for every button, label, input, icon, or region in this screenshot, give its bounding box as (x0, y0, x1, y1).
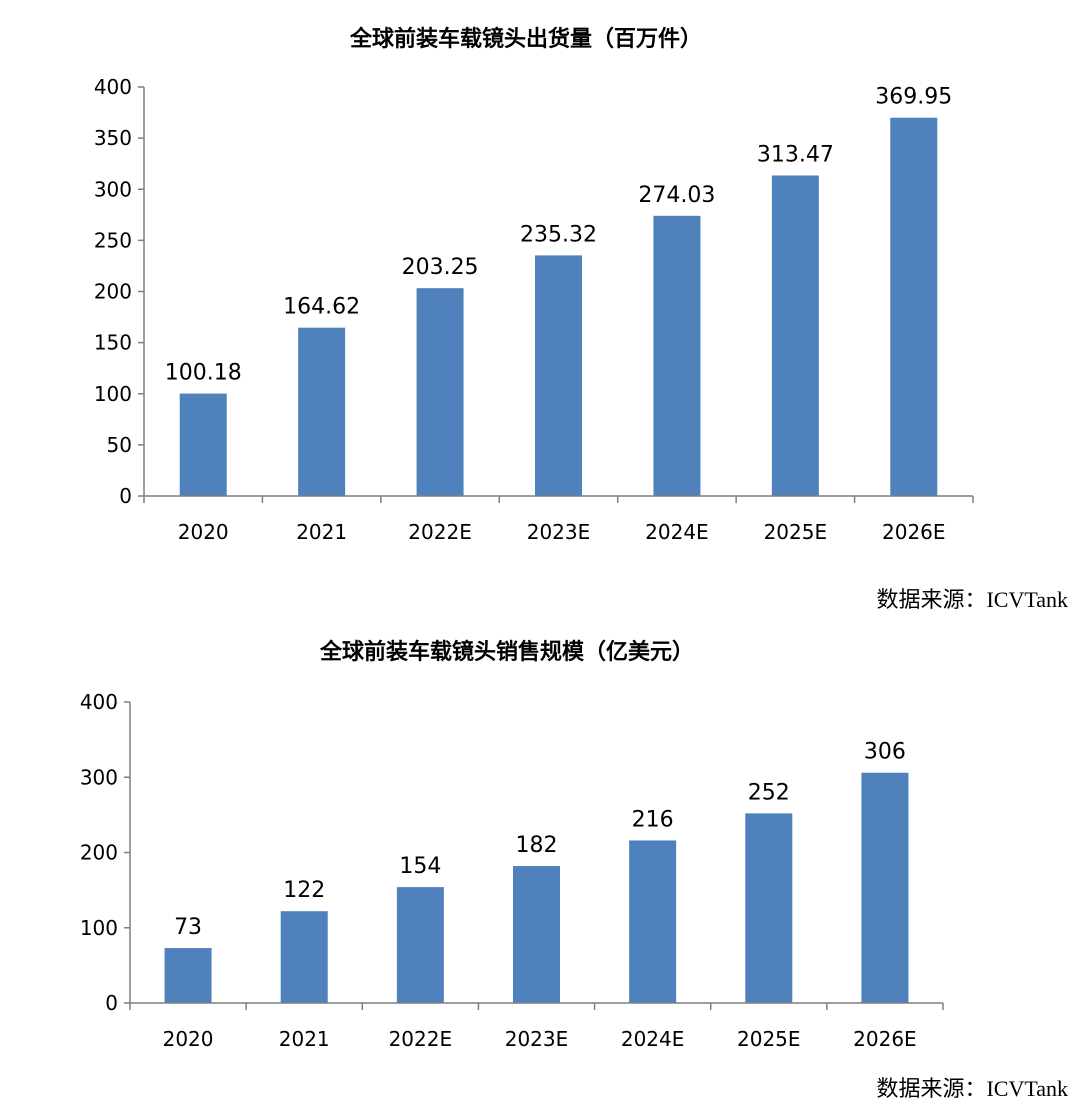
chart2-bar (396, 887, 444, 1003)
chart2-bar (745, 813, 793, 1003)
chart2-data-label: 154 (399, 854, 441, 879)
chart1-bar (179, 393, 227, 496)
chart2-bar (513, 866, 560, 1003)
chart2-x-tick-label: 2021 (279, 1027, 330, 1051)
chart2-y-tick-label: 200 (80, 841, 118, 865)
chart1-x-tick-label: 2024E (645, 520, 709, 544)
chart2-data-label: 122 (283, 878, 325, 903)
chart2-source: 数据来源：ICVTank (876, 1076, 1068, 1101)
chart1-bar (890, 117, 938, 496)
chart1-y-tick-label: 300 (94, 177, 132, 201)
chart2-data-label: 306 (864, 740, 906, 765)
chart1-title: 全球前装车载镜头出货量（百万件） (349, 26, 702, 52)
chart1-bar (771, 175, 819, 496)
chart1-y-tick-label: 400 (94, 75, 132, 99)
chart1-bar (298, 327, 346, 496)
chart1-x-tick-label: 2025E (764, 520, 828, 544)
chart2-x-tick-label: 2024E (621, 1027, 685, 1051)
chart2-bar (861, 772, 909, 1003)
chart1-x-tick-label: 2023E (527, 520, 591, 544)
chart1-y-tick-label: 0 (119, 484, 132, 508)
chart1-bar (535, 255, 582, 496)
chart2-bar (164, 948, 212, 1003)
chart1-plot: 100.18 164.62 203.25 235.32 274.03 313.47 369.… (94, 75, 974, 544)
chart2-x-tick-label: 2025E (737, 1027, 801, 1051)
chart1-bar (653, 215, 701, 496)
chart1-data-label: 235.32 (520, 222, 597, 247)
chart2-x-tick-label: 2023E (505, 1027, 569, 1051)
chart1-y-tick-label: 50 (107, 433, 132, 457)
chart1-data-label: 164.62 (283, 295, 360, 320)
chart1-x-tick-label: 2022E (408, 520, 472, 544)
chart2-x-tick-label: 2020 (163, 1027, 214, 1051)
chart1-x-tick-label: 2026E (882, 520, 946, 544)
chart1-data-label: 203.25 (402, 255, 479, 280)
chart1-bar (416, 288, 464, 496)
chart2-y-tick-label: 100 (80, 916, 118, 940)
chart1-y-tick-label: 350 (94, 126, 132, 150)
chart2-y-tick-label: 300 (80, 765, 118, 789)
chart2-bar (629, 840, 677, 1003)
chart1-y-tick-label: 200 (94, 280, 132, 304)
chart2-data-label: 252 (748, 780, 790, 805)
chart2-bar (280, 911, 328, 1003)
chart2-y-tick-label: 0 (105, 991, 118, 1015)
chart2-data-label: 73 (174, 915, 202, 940)
chart2-data-label: 216 (632, 807, 674, 832)
chart1-y-tick-label: 100 (94, 382, 132, 406)
chart2-x-tick-label: 2026E (853, 1027, 917, 1051)
chart1-data-label: 313.47 (757, 142, 834, 167)
chart2-plot: 73 122 154 182 216 252 306 0 100 200 300 400 2020 202… (80, 690, 944, 1051)
chart1-data-label: 274.03 (638, 183, 715, 208)
chart2-y-tick-label: 400 (80, 690, 118, 714)
chart2-x-tick-label: 2022E (389, 1027, 453, 1051)
chart1-x-tick-label: 2020 (178, 520, 229, 544)
chart1-source: 数据来源：ICVTank (876, 587, 1068, 612)
chart1-data-label: 369.95 (875, 85, 952, 110)
chart1-data-label: 100.18 (165, 361, 242, 386)
chart2-data-label: 182 (516, 833, 558, 858)
chart1-x-tick-label: 2021 (296, 520, 347, 544)
chart2-title: 全球前装车载镜头销售规模（亿美元） (319, 639, 694, 665)
chart1-y-tick-label: 150 (94, 331, 132, 355)
chart1-y-tick-label: 250 (94, 228, 132, 252)
